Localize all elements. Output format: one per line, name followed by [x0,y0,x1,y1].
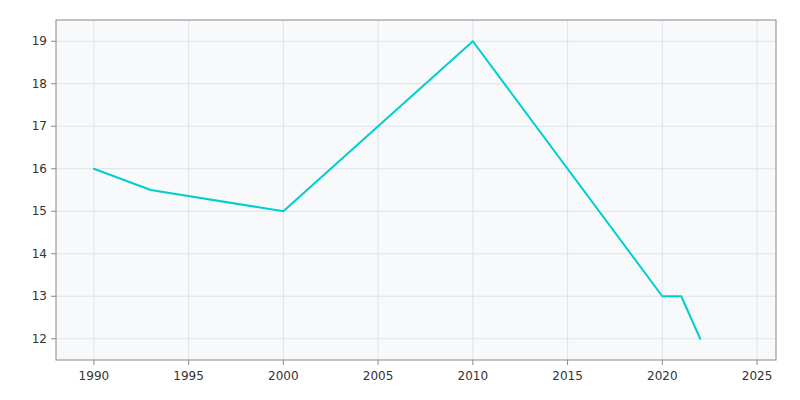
x-tick [472,360,473,365]
x-tick-label: 2020 [647,369,678,383]
y-grid-line [56,41,776,42]
y-grid-line [56,211,776,212]
x-tick [567,360,568,365]
y-tick-label: 15 [32,204,47,218]
y-tick-label: 13 [32,289,47,303]
y-tick [51,168,56,169]
x-tick [188,360,189,365]
x-grid-line [188,20,189,360]
y-tick-label: 16 [32,162,47,176]
y-tick-label: 12 [32,332,47,346]
x-grid-line [378,20,379,360]
y-grid-line [56,338,776,339]
x-tick-label: 2015 [552,369,583,383]
y-grid-line [56,83,776,84]
series-group [94,41,700,339]
x-tick-label: 2025 [742,369,773,383]
y-grid-line [56,168,776,169]
y-tick [51,338,56,339]
x-grid-line [567,20,568,360]
y-tick [51,211,56,212]
y-tick [51,253,56,254]
y-tick-label: 17 [32,119,47,133]
x-tick-label: 2005 [363,369,394,383]
x-tick-label: 2000 [268,369,299,383]
x-grid-line [283,20,284,360]
y-tick-label: 14 [32,247,47,261]
x-tick [283,360,284,365]
x-tick [93,360,94,365]
y-tick [51,41,56,42]
y-tick [51,126,56,127]
x-grid-line [757,20,758,360]
y-tick-label: 18 [32,77,47,91]
y-tick-label: 19 [32,34,47,48]
y-tick [51,296,56,297]
plot-frame [56,20,776,360]
x-tick-label: 1995 [173,369,204,383]
x-tick [378,360,379,365]
y-grid-line [56,126,776,127]
chart-container: 1990 1995 2000 2005 2010 2015 2020 2025 12 13 14 15… [0,0,800,400]
x-tick [662,360,663,365]
plot-background [56,20,776,360]
x-grid-line [662,20,663,360]
x-grid-line [93,20,94,360]
x-tick-label: 2010 [458,369,489,383]
y-tick [51,83,56,84]
line [94,41,700,339]
x-tick-label: 1990 [79,369,110,383]
grid [56,20,776,360]
chart-svg: 1990 1995 2000 2005 2010 2015 2020 2025 12 13 14 15… [0,0,800,400]
x-grid-line [472,20,473,360]
axes: 1990 1995 2000 2005 2010 2015 2020 2025 12 13 14 15… [32,34,773,383]
y-grid-line [56,253,776,254]
x-tick [757,360,758,365]
